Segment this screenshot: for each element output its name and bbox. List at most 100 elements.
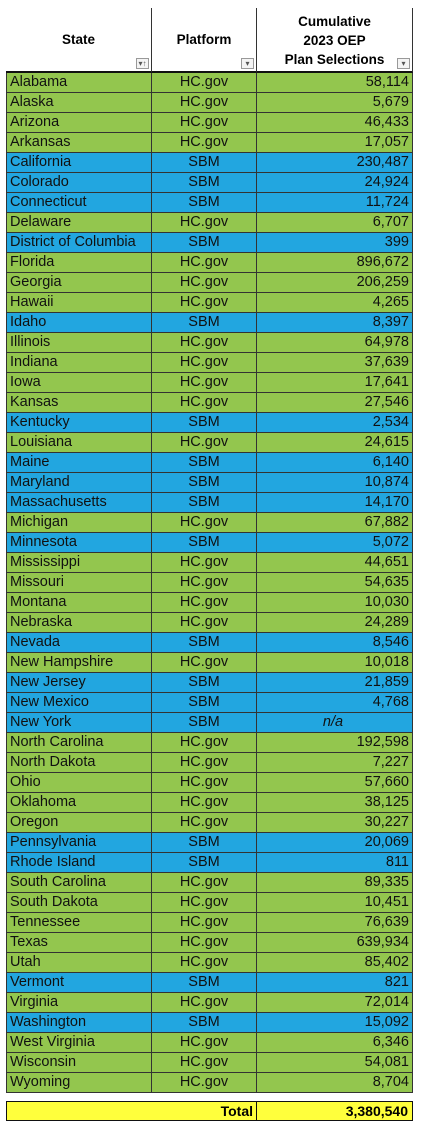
platform-cell: HC.gov <box>152 273 257 293</box>
platform-cell: SBM <box>152 693 257 713</box>
value-cell: 37,639 <box>257 353 413 373</box>
state-cell: Alabama <box>6 73 152 93</box>
state-cell: New Hampshire <box>6 653 152 673</box>
value-cell: 639,934 <box>257 933 413 953</box>
value-cell: 89,335 <box>257 873 413 893</box>
value-cell: 67,882 <box>257 513 413 533</box>
platform-cell: SBM <box>152 973 257 993</box>
value-cell: 6,140 <box>257 453 413 473</box>
platform-cell: HC.gov <box>152 513 257 533</box>
filter-button[interactable]: ▾ <box>241 58 254 69</box>
state-cell: Iowa <box>6 373 152 393</box>
state-cell: Maryland <box>6 473 152 493</box>
value-cell: 6,707 <box>257 213 413 233</box>
platform-cell: HC.gov <box>152 953 257 973</box>
state-cell: North Carolina <box>6 733 152 753</box>
platform-cell: HC.gov <box>152 873 257 893</box>
platform-cell: SBM <box>152 1013 257 1033</box>
platform-cell: SBM <box>152 833 257 853</box>
state-cell: Oregon <box>6 813 152 833</box>
state-cell: Illinois <box>6 333 152 353</box>
state-cell: Maine <box>6 453 152 473</box>
state-cell: Florida <box>6 253 152 273</box>
platform-cell: HC.gov <box>152 613 257 633</box>
platform-cell: HC.gov <box>152 1033 257 1053</box>
value-cell: 54,635 <box>257 573 413 593</box>
state-cell: Nevada <box>6 633 152 653</box>
state-cell: Rhode Island <box>6 853 152 873</box>
value-cell: 44,651 <box>257 553 413 573</box>
value-cell: 8,397 <box>257 313 413 333</box>
value-cell: 76,639 <box>257 913 413 933</box>
platform-cell: SBM <box>152 413 257 433</box>
state-cell: Alaska <box>6 93 152 113</box>
state-cell: Nebraska <box>6 613 152 633</box>
platform-cell: HC.gov <box>152 293 257 313</box>
value-cell: 46,433 <box>257 113 413 133</box>
platform-cell: SBM <box>152 673 257 693</box>
filter-button[interactable]: ▾↑ <box>136 58 149 69</box>
platform-cell: SBM <box>152 633 257 653</box>
value-cell: 230,487 <box>257 153 413 173</box>
state-cell: Ohio <box>6 773 152 793</box>
header-text: Cumulative <box>298 14 371 29</box>
state-cell: Washington <box>6 1013 152 1033</box>
platform-cell: HC.gov <box>152 733 257 753</box>
value-cell: 206,259 <box>257 273 413 293</box>
value-cell: 4,265 <box>257 293 413 313</box>
value-cell: 17,057 <box>257 133 413 153</box>
platform-cell: SBM <box>152 533 257 553</box>
state-cell: Wyoming <box>6 1073 152 1093</box>
state-cell: Oklahoma <box>6 793 152 813</box>
state-cell: Utah <box>6 953 152 973</box>
value-cell: 24,924 <box>257 173 413 193</box>
value-cell: n/a <box>257 713 413 733</box>
platform-cell: HC.gov <box>152 933 257 953</box>
value-cell: 15,092 <box>257 1013 413 1033</box>
value-cell: 85,402 <box>257 953 413 973</box>
state-cell: Arkansas <box>6 133 152 153</box>
platform-cell: HC.gov <box>152 213 257 233</box>
platform-cell: HC.gov <box>152 253 257 273</box>
state-cell: Hawaii <box>6 293 152 313</box>
platform-cell: HC.gov <box>152 433 257 453</box>
value-cell: 58,114 <box>257 73 413 93</box>
value-cell: 821 <box>257 973 413 993</box>
platform-cell: HC.gov <box>152 1073 257 1093</box>
value-cell: 5,679 <box>257 93 413 113</box>
state-cell: Texas <box>6 933 152 953</box>
platform-cell: HC.gov <box>152 373 257 393</box>
value-cell: 24,615 <box>257 433 413 453</box>
platform-cell: SBM <box>152 233 257 253</box>
state-cell: Indiana <box>6 353 152 373</box>
state-cell: North Dakota <box>6 753 152 773</box>
state-cell: Mississippi <box>6 553 152 573</box>
state-cell: New Mexico <box>6 693 152 713</box>
state-cell: Tennessee <box>6 913 152 933</box>
state-cell: California <box>6 153 152 173</box>
filter-button[interactable]: ▾ <box>397 58 410 69</box>
value-cell: 6,346 <box>257 1033 413 1053</box>
state-cell: Kansas <box>6 393 152 413</box>
value-cell: 11,724 <box>257 193 413 213</box>
value-cell: 10,018 <box>257 653 413 673</box>
value-cell: 38,125 <box>257 793 413 813</box>
state-cell: Virginia <box>6 993 152 1013</box>
total-row <box>6 1101 413 1121</box>
header-cell: State <box>6 8 152 73</box>
state-cell: Kentucky <box>6 413 152 433</box>
state-cell: Wisconsin <box>6 1053 152 1073</box>
platform-cell: HC.gov <box>152 893 257 913</box>
platform-cell: HC.gov <box>152 353 257 373</box>
state-cell: District of Columbia <box>6 233 152 253</box>
value-cell: 8,546 <box>257 633 413 653</box>
platform-cell: HC.gov <box>152 573 257 593</box>
header-cell: Platform <box>152 8 257 73</box>
platform-cell: HC.gov <box>152 93 257 113</box>
state-cell: South Carolina <box>6 873 152 893</box>
state-cell: Vermont <box>6 973 152 993</box>
value-cell: 14,170 <box>257 493 413 513</box>
value-cell: 10,030 <box>257 593 413 613</box>
platform-cell: SBM <box>152 193 257 213</box>
